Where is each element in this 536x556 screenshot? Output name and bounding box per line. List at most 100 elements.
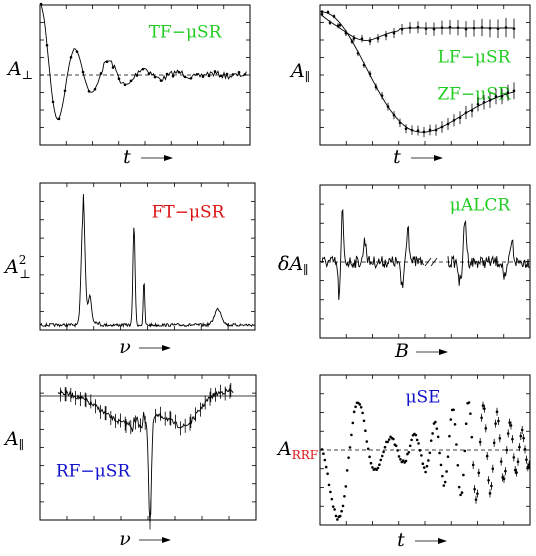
data-point [380,459,383,462]
data-point [468,401,471,404]
data-point [455,443,458,446]
data-point [371,466,374,469]
data-point [443,484,446,487]
data-point [339,515,342,518]
data-point [363,419,366,422]
data-point [417,442,420,445]
panel-label: μSE [405,388,440,408]
y-label: A∥ [3,428,24,452]
panel-label: FT−μSR [152,203,226,223]
x-label: B [394,340,409,362]
x-arrow-head [439,349,448,355]
data-point [322,452,325,455]
data-point [409,444,412,447]
data-point [359,403,362,406]
data-point [452,408,455,411]
data-point [408,451,411,454]
data-point [347,456,350,459]
curve [58,389,233,522]
x-arrow-head [434,155,443,161]
data-point [346,469,349,472]
panel-label: RF−μSR [56,462,132,482]
data-point [350,434,353,437]
data-point [361,412,364,415]
figure: TF−μSRA⊥tLF−μSRZF−μSRA∥tFT−μSRA2 ⊥νμALCRδ… [0,0,536,556]
curve [322,210,424,300]
data-point [331,498,334,501]
x-label: t [397,529,405,551]
x-label: t [123,146,131,168]
y-label-sub: ∥ [303,263,309,277]
data-point [336,518,339,521]
data-point [410,439,413,442]
data-point [423,466,426,469]
data-point [364,429,367,432]
y-label: A⊥ [6,58,33,82]
y-label: δA∥ [278,253,309,277]
data-point [459,494,462,497]
panel-label: LF−μSR [438,48,512,68]
x-arrow-head [162,345,171,351]
y-label-sub: ⊥ [19,267,30,281]
data-point [399,458,402,461]
x-arrow-head [162,537,171,543]
y-label-sub: RRF [292,448,318,462]
data-point [335,515,338,518]
data-point [396,449,399,452]
data-point [349,446,352,449]
curve [41,4,247,119]
y-label-sub: ∥ [305,70,311,84]
data-point [461,491,464,494]
data-point [448,435,451,438]
data-point [430,439,433,442]
y-label-sub: ⊥ [22,68,33,82]
y-label: A2 ⊥ [3,253,31,281]
data-point [378,463,381,466]
data-point [422,462,425,465]
data-point [324,459,327,462]
data-point [382,451,385,454]
y-label-main: A [3,256,19,278]
y-label-sub: ∥ [19,438,25,452]
data-point [321,448,324,451]
data-point [333,508,336,511]
panel-label: ZF−μSR [437,85,512,105]
data-point [436,427,439,430]
panel-label: μALCR [450,196,512,216]
y-label-main: A [3,428,19,450]
y-label: A∥ [289,60,310,84]
data-point [464,450,467,453]
data-point [465,422,468,425]
data-point [352,422,355,425]
data-point [368,456,371,459]
y-label: ARRF [276,438,318,462]
data-point [419,449,422,452]
data-point [340,510,343,513]
panel-label: TF−μSR [149,23,223,43]
data-point [471,436,474,439]
data-point [342,505,345,508]
data-point [431,432,434,435]
data-point [424,471,427,474]
data-point [440,464,443,467]
x-label: ν [119,528,131,550]
plot-frame [320,5,530,145]
data-point [329,491,332,494]
data-point [398,455,401,458]
data-point [370,462,373,465]
data-point [328,484,331,487]
data-point [388,438,391,441]
data-point [420,454,423,457]
data-point [469,412,472,415]
data-point [367,447,370,450]
y-label-sup: 2 [19,253,27,267]
data-point [343,495,346,498]
data-point [457,464,460,467]
data-point [405,460,408,463]
data-point [360,406,363,409]
data-point [438,452,441,455]
data-point [395,445,398,448]
data-point [434,421,437,424]
x-label: ν [119,336,131,358]
data-point [416,439,419,442]
